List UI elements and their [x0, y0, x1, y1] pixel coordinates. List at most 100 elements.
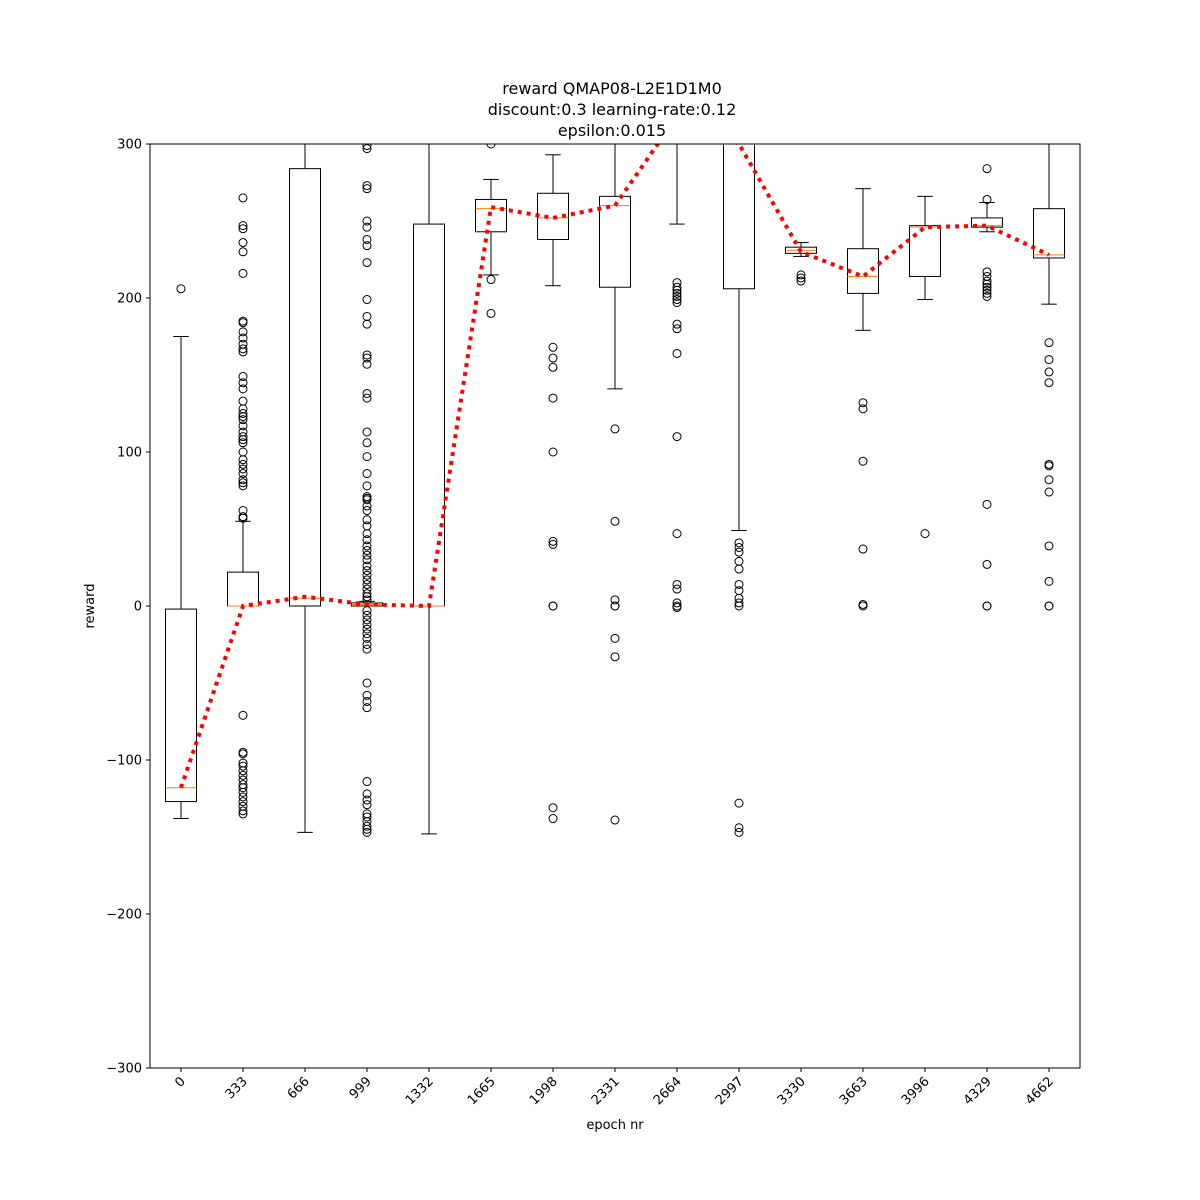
flier-point	[362, 640, 372, 649]
flier-point	[796, 276, 806, 286]
flier-point	[238, 327, 248, 337]
flier-point	[362, 319, 372, 329]
flier-point	[796, 270, 806, 280]
flier-point	[362, 427, 372, 437]
flier-point	[920, 529, 930, 539]
flier-point	[238, 347, 248, 357]
flier-point	[734, 542, 744, 552]
flier-point	[362, 452, 372, 462]
flier-point	[982, 601, 992, 611]
flier-point	[734, 547, 744, 557]
flier-point	[238, 221, 248, 231]
flier-point	[1044, 541, 1054, 551]
flier-point	[672, 319, 682, 329]
flier-point	[734, 601, 744, 611]
chart-title-line-2: discount:0.3 learning-rate:0.12	[488, 100, 737, 119]
flier-point	[1044, 461, 1054, 471]
flier-point	[982, 291, 992, 301]
flier-point	[672, 291, 682, 301]
flier-point	[1044, 338, 1054, 348]
box-iqr	[475, 198, 507, 233]
flier-point	[548, 393, 558, 403]
flier-point	[1044, 475, 1054, 485]
flier-point	[672, 432, 682, 442]
flier-point	[982, 164, 992, 174]
flier-point	[362, 393, 372, 403]
flier-point	[610, 601, 620, 611]
flier-point	[176, 284, 186, 294]
flier-point	[362, 258, 372, 268]
flier-point	[238, 344, 248, 354]
flier-point	[238, 809, 248, 819]
box-iqr	[289, 168, 321, 607]
flier-point	[362, 535, 372, 545]
y-tick-label: 0	[134, 600, 142, 615]
flier-point	[610, 815, 620, 825]
y-tick-label: −300	[106, 1062, 142, 1077]
flier-point	[238, 513, 248, 523]
flier-point	[362, 529, 372, 539]
flier-point	[362, 570, 372, 580]
flier-point	[672, 282, 682, 292]
flier-point	[362, 515, 372, 525]
flier-point	[362, 824, 372, 834]
flier-point	[548, 803, 558, 813]
flier-point	[672, 324, 682, 334]
flier-point	[982, 279, 992, 289]
flier-point	[982, 499, 992, 509]
flier-point	[362, 566, 372, 576]
flier-point	[672, 285, 682, 295]
flier-point	[858, 601, 868, 611]
flier-point	[238, 469, 248, 479]
flier-point	[982, 288, 992, 298]
flier-point	[548, 362, 558, 372]
flier-point	[858, 544, 868, 554]
flier-point	[362, 550, 372, 560]
flier-point	[858, 404, 868, 414]
flier-point	[238, 710, 248, 720]
y-tick-label: −100	[106, 754, 142, 769]
flier-point	[362, 216, 372, 226]
flier-point	[238, 409, 248, 418]
flier-point	[238, 224, 248, 234]
flier-point	[362, 438, 372, 448]
flier-point	[238, 384, 248, 394]
flier-point	[238, 749, 248, 759]
flier-point	[238, 438, 248, 448]
flier-point	[858, 456, 868, 466]
flier-point	[486, 308, 496, 318]
flier-point	[238, 455, 248, 465]
flier-point	[362, 615, 372, 625]
flier-point	[238, 247, 248, 257]
flier-point	[1044, 378, 1054, 388]
flier-point	[548, 814, 558, 824]
flier-point	[238, 481, 248, 491]
box-iqr	[909, 225, 941, 277]
flier-point	[362, 495, 372, 505]
flier-point	[362, 624, 372, 634]
flier-point	[672, 298, 682, 308]
flier-point	[362, 633, 372, 643]
x-axis-label: epoch nr	[586, 1118, 644, 1133]
flier-point	[362, 184, 372, 194]
flier-point	[362, 610, 372, 620]
box-2331	[599, 144, 631, 825]
flier-point	[238, 238, 248, 248]
flier-point	[362, 690, 372, 700]
flier-point	[238, 797, 248, 807]
flier-point	[734, 564, 744, 574]
box-0	[165, 284, 197, 820]
box-1665	[475, 144, 507, 318]
box-iqr	[971, 217, 1003, 228]
flier-point	[238, 415, 248, 425]
flier-point	[734, 579, 744, 589]
flier-point	[362, 629, 372, 639]
flier-point	[486, 144, 496, 149]
box-3996	[909, 195, 941, 539]
flier-point	[238, 464, 248, 474]
flier-point	[858, 398, 868, 408]
flier-point	[362, 827, 372, 837]
flier-point	[362, 579, 372, 589]
box-2997	[723, 144, 755, 837]
